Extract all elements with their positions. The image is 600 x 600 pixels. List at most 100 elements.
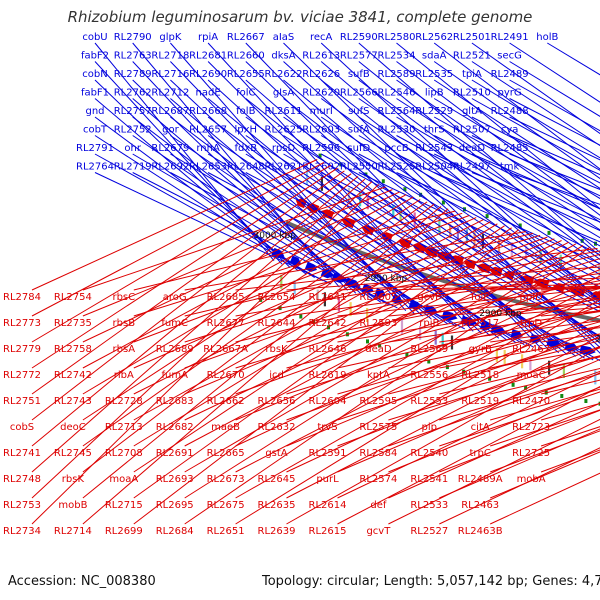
reverse-label-line [337,345,600,447]
forward-gene-label: RL2497 [453,162,491,173]
reverse-gene-label: RL2595 [359,396,397,407]
cog-feature [400,319,404,334]
reverse-gene-label: gstA [265,448,287,459]
forward-label-line [396,61,600,216]
forward-gene-label: RL2668 [189,106,227,117]
forward-gene-label: gnd [85,106,104,117]
reverse-gene-label: RL2675 [207,500,245,511]
cog-feature [337,297,340,312]
forward-label-line [433,116,600,210]
reverse-gene-label: RL2641 [309,292,347,303]
reverse-label-line [286,280,600,343]
rna-feature [511,382,515,387]
forward-gene-label: RL2613 [302,51,340,62]
reverse-gene-label: RL2605 [359,292,397,303]
cog-feature [366,308,369,322]
reverse-label-line [490,367,600,395]
reverse-gene-arrow [463,259,477,270]
forward-gene-label: holB [536,32,558,43]
reverse-gene-label: RL2758 [54,344,92,355]
rna-feature [524,385,528,390]
reverse-gene-label: RL2772 [3,370,41,381]
forward-gene-label: RL2764 [76,162,114,173]
reverse-gene-label: RL2584 [359,448,397,459]
reverse-label-line [31,161,325,317]
reverse-label-line [31,167,338,369]
reverse-label-line [184,232,534,317]
reverse-label-line [82,186,386,291]
forward-label-line [358,172,600,288]
reverse-gene-label: RL2518 [461,370,499,381]
forward-gene-label: deaD [459,143,486,154]
forward-label-line [320,42,600,302]
reverse-gene-label: RL2682 [156,422,194,433]
cog-feature [392,204,395,219]
forward-gene-label: RL2625 [265,125,303,136]
forward-gene-label: RL2504 [415,162,453,173]
reverse-gene-label: rpiB [419,318,439,329]
cog-feature [562,364,565,378]
forward-gene-label: RL2657 [189,125,227,136]
forward-gene-label: RL2534 [378,51,416,62]
forward-label-line [245,153,594,361]
forward-label-line [358,98,600,265]
forward-gene-label: pyrG [498,88,522,99]
reverse-gene-label: RL2708 [105,448,143,459]
forward-label-line [358,61,600,257]
forward-gene-label: murI [310,106,333,117]
cog-feature [280,274,283,289]
forward-label-line [320,61,600,301]
reverse-label-line [490,388,600,421]
reverse-gene-arrow [341,217,356,229]
forward-gene-label: nadE [196,88,221,99]
reverse-label-line [337,287,600,317]
forward-label-line [471,98,600,171]
forward-label-line [433,98,600,200]
forward-label-line [320,79,600,301]
reverse-gene-label: gcvP [417,292,441,303]
forward-label-line [396,172,600,265]
forward-gene-label: RL2763 [114,51,152,62]
reverse-label-line [388,370,600,447]
reverse-label-line [489,472,600,525]
reverse-gene-label: RL2691 [156,448,194,459]
reverse-label-line [235,250,600,317]
reverse-gene-label: mobA [517,474,546,485]
reverse-gene-label: RL2463 [461,500,499,511]
forward-gene-label: RL2681 [189,51,227,62]
forward-label-line [94,172,332,285]
forward-gene-label: lipB [425,88,444,99]
reverse-label-line [490,327,600,343]
forward-label-line [320,172,600,313]
forward-label-line [433,79,600,189]
forward-gene-label: RL2667 [227,32,265,43]
forward-label-line [358,135,600,276]
reverse-gene-label: RL2751 [3,396,41,407]
cog-feature [438,220,441,235]
forward-gene-label: cobN [82,69,107,80]
forward-label-line [358,79,600,261]
reverse-label-line [133,212,463,317]
reverse-gene-label: RL2667A [203,344,248,355]
forward-gene-label: sufS [348,106,369,117]
forward-gene-label: RL2550 [340,162,378,173]
reverse-label-line [82,206,442,499]
reverse-label-line [133,225,505,473]
reverse-gene-label: RL2527 [410,526,448,537]
reverse-gene-label: rbsB [113,318,136,329]
forward-gene-label: RL2491 [491,32,529,43]
forward-gene-label: RL2757 [114,106,152,117]
reverse-gene-label: RL2693 [156,474,194,485]
forward-gene-label: RL2690 [189,69,227,80]
reverse-gene-label: moaA [109,474,138,485]
reverse-gene-label: trpC [470,448,491,459]
reverse-label-line [133,215,470,343]
forward-gene-label: RL2501 [453,32,491,43]
rna-feature [518,223,522,228]
reverse-gene-label: RL2723 [512,422,550,433]
cog-feature [465,229,468,244]
reverse-gene-label: RL2684 [156,526,194,537]
forward-label-line [433,135,600,221]
kbp-tick-label: 2900 kbp [479,309,522,319]
reverse-gene-label: gyrB [469,344,492,355]
